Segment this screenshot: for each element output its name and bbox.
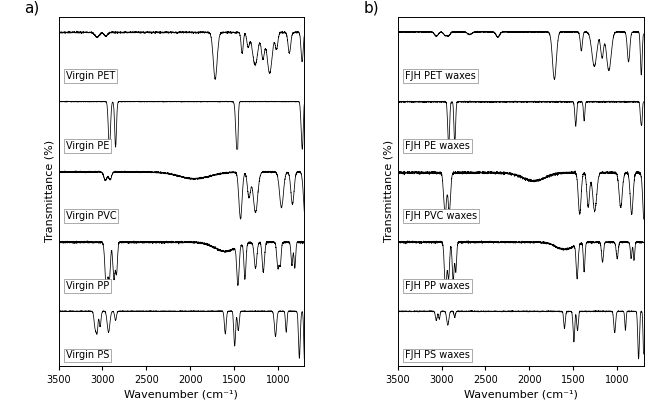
Y-axis label: Transmittance (%): Transmittance (%) bbox=[44, 140, 55, 243]
X-axis label: Wavenumber (cm⁻¹): Wavenumber (cm⁻¹) bbox=[124, 389, 239, 399]
Text: Virgin PS: Virgin PS bbox=[66, 351, 109, 361]
Text: b): b) bbox=[363, 0, 379, 15]
Text: Virgin PP: Virgin PP bbox=[66, 281, 109, 291]
Text: a): a) bbox=[24, 0, 40, 15]
Text: Virgin PE: Virgin PE bbox=[66, 141, 109, 151]
Text: FJH PE waxes: FJH PE waxes bbox=[405, 141, 470, 151]
Y-axis label: Transmittance (%): Transmittance (%) bbox=[384, 140, 393, 243]
Text: FJH PP waxes: FJH PP waxes bbox=[405, 281, 470, 291]
Text: Virgin PET: Virgin PET bbox=[66, 71, 115, 81]
X-axis label: Wavenumber (cm⁻¹): Wavenumber (cm⁻¹) bbox=[463, 389, 578, 399]
Text: FJH PS waxes: FJH PS waxes bbox=[405, 351, 470, 361]
Text: Virgin PVC: Virgin PVC bbox=[66, 211, 116, 221]
Text: FJH PET waxes: FJH PET waxes bbox=[405, 71, 476, 81]
Text: FJH PVC waxes: FJH PVC waxes bbox=[405, 211, 477, 221]
